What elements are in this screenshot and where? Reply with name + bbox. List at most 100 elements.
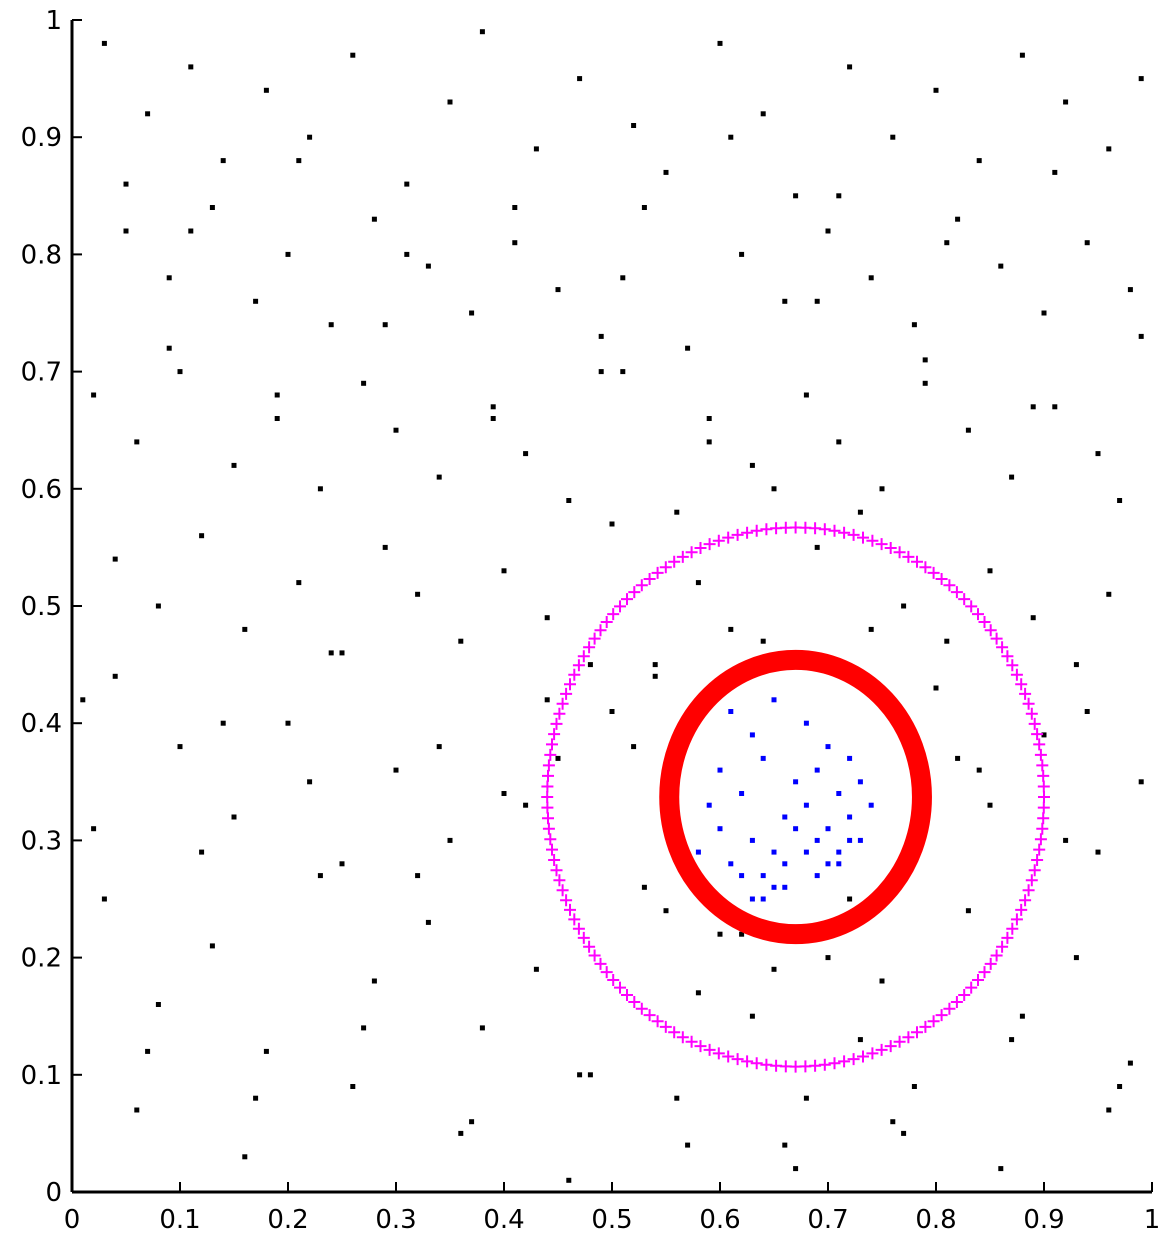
circle-plus-marker [770,1059,783,1072]
data-point [242,626,248,632]
circle-plus-marker [1034,833,1047,846]
data-point [739,251,745,257]
data-point [717,931,723,937]
data-point [371,216,377,222]
inner-data-point [782,814,788,820]
data-point [425,919,431,925]
inner-data-point [847,814,853,820]
data-point [955,216,961,222]
circle-plus-marker [911,1026,923,1039]
circle-plus-marker [838,526,851,539]
circle-plus-marker [731,1053,744,1066]
data-point [555,287,561,293]
inner-data-point [760,755,766,761]
data-point [663,908,669,914]
circle-plus-marker [583,641,596,654]
x-tick-label: 0.8 [915,1205,956,1235]
inner-data-point [857,837,863,843]
inner-data-point [749,837,755,843]
data-point [944,638,950,644]
circle-plus-marker [621,593,633,606]
circle-plus-marker [838,1055,851,1068]
inner-data-point [814,767,820,773]
inner-data-point [760,896,766,902]
data-point [749,462,755,468]
circle-plus-marker [1036,822,1049,835]
data-point [544,697,550,703]
circle-plus-marker [1031,728,1044,741]
data-point [501,791,507,796]
circle-plus-marker [893,1035,906,1048]
data-point [631,744,637,750]
circle-plus-marker [722,531,735,544]
data-point [501,568,507,574]
data-point [598,333,604,339]
circle-plus-marker [1034,748,1047,761]
data-point [447,837,453,843]
data-point [350,1084,356,1089]
circle-plus-marker [542,822,555,835]
circle-plus-marker [731,528,744,541]
data-point [695,580,701,586]
y-tick-label: 0.9 [21,123,62,153]
data-point [371,978,377,984]
circle-plus-marker [1001,931,1014,944]
data-point [1084,240,1090,246]
circle-plus-marker [902,1031,915,1044]
circle-plus-marker [614,981,626,994]
circle-plus-marker [614,600,626,613]
data-point [112,556,118,562]
circle-plus-marker [1037,769,1050,782]
circle-plus-marker [635,579,648,592]
inner-data-point [739,791,745,796]
data-point [393,427,399,433]
circle-plus-marker [541,801,554,814]
circle-plus-marker [1019,687,1032,700]
circles-layer [541,521,1050,1073]
inner-data-point [868,802,874,808]
data-point [361,1025,367,1031]
inner-data-point [749,732,755,738]
data-point [458,1130,464,1136]
circle-plus-marker [760,1058,773,1071]
data-point [91,392,97,398]
x-tick-label: 0.2 [267,1205,308,1235]
circle-plus-marker [542,769,554,782]
data-point [393,767,399,773]
data-point [631,123,637,128]
data-point [566,1177,572,1183]
data-point [587,1072,593,1078]
circle-plus-marker [1038,791,1050,803]
data-point [890,134,896,140]
circle-plus-marker [911,555,923,568]
circle-plus-marker [958,593,971,606]
data-point [955,755,961,761]
inner-red-circle [659,649,932,945]
data-point [425,263,431,269]
circle-plus-marker [588,949,601,962]
data-point [717,40,723,46]
circle-plus-marker [703,1043,716,1056]
circle-plus-marker [965,600,978,613]
data-point [1063,99,1069,105]
circle-plus-marker [676,1031,689,1044]
y-tick-label: 0.7 [21,358,62,388]
inner-data-point [793,779,799,785]
data-point [145,111,151,117]
data-point [566,498,572,503]
data-point [922,380,928,386]
circle-plus-marker [1015,903,1028,916]
circle-plus-marker [857,1050,869,1063]
data-point [944,240,950,246]
data-point [1019,52,1025,58]
data-point [965,908,971,914]
data-point [415,873,421,879]
data-point [1117,498,1123,503]
data-point [1052,169,1058,175]
data-point [263,1048,269,1054]
data-point [231,462,237,468]
circle-plus-marker [875,538,888,551]
circle-plus-marker [1033,843,1046,856]
circle-plus-marker [1025,707,1038,720]
x-tick-label: 0.1 [159,1205,200,1235]
